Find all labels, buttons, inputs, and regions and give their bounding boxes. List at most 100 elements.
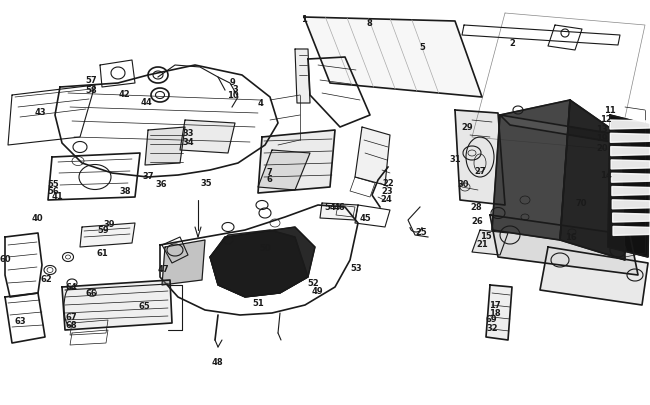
Polygon shape [455,111,505,205]
Text: 63: 63 [15,316,27,325]
Text: 17: 17 [489,300,501,309]
Text: 5: 5 [419,43,426,52]
Text: 29: 29 [461,123,473,132]
Text: 15: 15 [480,231,492,240]
Polygon shape [612,174,650,183]
Polygon shape [608,116,650,257]
Polygon shape [540,247,648,305]
Polygon shape [258,131,335,194]
Text: 23: 23 [382,187,393,196]
Text: 2: 2 [509,39,515,48]
Text: 48: 48 [212,357,224,366]
Text: 60: 60 [0,254,11,263]
Text: 33: 33 [183,128,194,137]
Text: 9: 9 [230,77,235,86]
Polygon shape [162,241,205,285]
Text: 22: 22 [383,179,395,188]
Polygon shape [490,215,638,275]
Text: 67: 67 [66,312,77,321]
Text: 58: 58 [85,85,97,94]
Polygon shape [320,203,358,220]
Text: 30: 30 [457,180,469,189]
Text: 34: 34 [183,138,194,147]
Text: 7: 7 [267,168,272,177]
Text: 69: 69 [486,315,497,324]
Text: 51: 51 [253,298,265,307]
Polygon shape [612,200,650,209]
Polygon shape [62,280,172,330]
Text: 26: 26 [472,216,484,225]
Text: 1: 1 [301,15,307,24]
Text: 13: 13 [596,124,608,133]
Text: 68: 68 [66,320,77,329]
Polygon shape [180,121,235,153]
Text: 18: 18 [489,308,501,317]
Polygon shape [560,101,625,260]
Text: 64: 64 [66,282,77,291]
Polygon shape [210,228,315,297]
Text: 8: 8 [367,19,372,28]
Text: 36: 36 [155,180,167,189]
Text: 24: 24 [380,195,392,204]
Text: 12: 12 [600,115,612,124]
Text: 20: 20 [596,143,608,152]
Text: 66: 66 [85,288,97,297]
Text: 3: 3 [233,85,238,94]
Text: 35: 35 [201,179,213,188]
Polygon shape [145,128,185,166]
Text: 53: 53 [350,264,362,273]
Text: 4: 4 [257,99,263,108]
Text: 25: 25 [415,227,427,236]
Text: 47: 47 [158,265,170,274]
Polygon shape [304,18,482,98]
Polygon shape [472,230,508,256]
Text: 37: 37 [142,172,154,181]
Text: 50: 50 [259,243,271,252]
Polygon shape [610,134,650,143]
Text: 42: 42 [119,90,131,98]
Polygon shape [500,116,630,146]
Polygon shape [80,224,135,247]
Polygon shape [610,121,650,130]
Polygon shape [295,50,310,104]
Polygon shape [611,160,650,169]
Text: 14: 14 [600,171,612,179]
Text: 46: 46 [333,203,345,212]
Text: 56: 56 [47,187,59,196]
Text: 41: 41 [51,192,63,201]
Text: 21: 21 [476,239,488,248]
Text: 54: 54 [324,203,336,212]
Text: 49: 49 [311,286,323,295]
Polygon shape [486,285,512,340]
Text: 31: 31 [449,154,461,163]
Text: 55: 55 [47,180,59,189]
Text: 44: 44 [140,98,152,107]
Text: 19: 19 [596,134,608,143]
Polygon shape [612,187,650,196]
Text: 62: 62 [41,274,53,283]
Text: 27: 27 [474,166,486,175]
Text: 59: 59 [97,226,109,234]
Text: 65: 65 [138,301,150,310]
Text: 70: 70 [576,199,588,208]
Polygon shape [355,128,390,185]
Polygon shape [210,230,308,297]
Text: 38: 38 [119,187,131,196]
Text: 57: 57 [85,76,97,85]
Text: 11: 11 [604,106,616,115]
Polygon shape [611,147,650,156]
Text: 6: 6 [266,175,273,183]
Polygon shape [613,213,650,223]
Polygon shape [613,227,650,236]
Text: 28: 28 [470,203,482,212]
Text: 45: 45 [359,213,371,222]
Text: 39: 39 [103,219,115,228]
Text: 43: 43 [34,108,46,117]
Text: 61: 61 [97,249,109,258]
Polygon shape [258,151,310,190]
Polygon shape [492,101,570,241]
Text: 40: 40 [32,213,44,222]
Text: 16: 16 [565,232,577,241]
Text: 52: 52 [307,278,319,287]
Text: 10: 10 [227,91,239,100]
